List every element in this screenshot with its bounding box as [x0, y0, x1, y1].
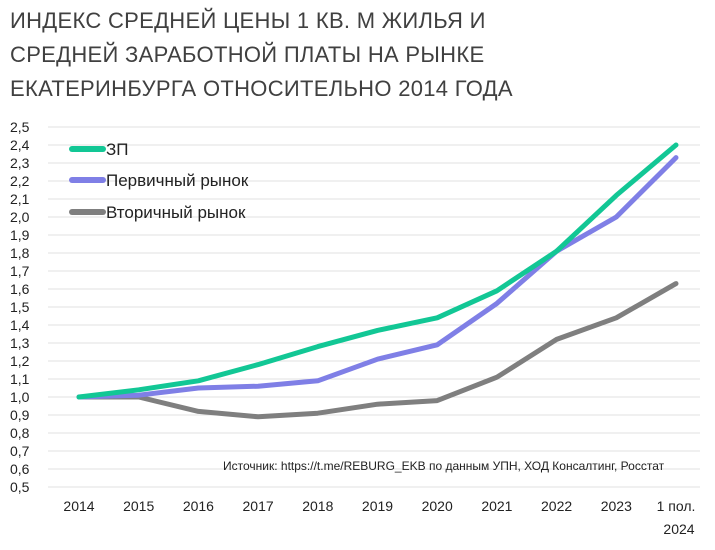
y-tick-label: 2,1 [10, 191, 30, 207]
x-tick-label-line: 2023 [601, 498, 632, 514]
x-tick-label-line: 2024 [663, 521, 694, 537]
chart-title-line-3: ЕКАТЕРИНБУРГА ОТНОСИТЕЛЬНО 2014 ГОДА [10, 76, 513, 101]
series-lines [76, 142, 679, 420]
legend: ЗП Первичный рынок Вторичный рынок [69, 140, 249, 222]
chart-title-line-2: СРЕДНЕЙ ЗАРАБОТНОЙ ПЛАТЫ НА РЫНКЕ [10, 42, 485, 67]
y-tick-label: 1,0 [10, 389, 30, 405]
x-tick-label: 2014 [63, 498, 94, 514]
y-tick-label: 1,4 [10, 317, 30, 333]
x-tick-label: 2020 [422, 498, 453, 514]
y-tick-label: 2,3 [10, 155, 30, 171]
y-tick-label: 1,9 [10, 227, 30, 243]
legend-label: Первичный рынок [106, 171, 249, 190]
x-axis: 2014 2015 2016 2017 2018 2019 2020 2021 2022 2023… [63, 498, 695, 537]
series-line [76, 155, 679, 400]
y-tick-label: 0,7 [10, 443, 30, 459]
y-tick-label: 2,0 [10, 209, 30, 225]
y-tick-label: 2,4 [10, 137, 30, 153]
x-tick-label: 2015 [123, 498, 154, 514]
chart-title-line-1: ИНДЕКС СРЕДНЕЙ ЦЕНЫ 1 КВ. М ЖИЛЬЯ И [10, 8, 486, 33]
y-axis: 0,5 0,6 0,7 0,8 0,9 1,0 1,1 1,2 1,3 1,4 1,5 1,6 1,7 1… [10, 119, 30, 495]
y-tick-label: 2,5 [10, 119, 30, 135]
y-tick-label: 0,9 [10, 407, 30, 423]
y-tick-label: 1,2 [10, 353, 30, 369]
legend-label: ЗП [106, 140, 129, 159]
x-tick-label: 2023 [601, 498, 632, 514]
x-tick-label-line: 2016 [183, 498, 214, 514]
x-tick-label: 2017 [243, 498, 274, 514]
y-tick-label: 1,6 [10, 281, 30, 297]
y-tick-label: 1,8 [10, 245, 30, 261]
x-tick-label: 2019 [362, 498, 393, 514]
x-tick-label-line: 2017 [243, 498, 274, 514]
source-note: Источник: https://t.me/REBURG_EKB по дан… [223, 459, 665, 473]
y-tick-label: 2,2 [10, 173, 30, 189]
x-tick-label-line: 2020 [422, 498, 453, 514]
chart-title: ИНДЕКС СРЕДНЕЙ ЦЕНЫ 1 КВ. М ЖИЛЬЯ И СРЕД… [10, 4, 710, 106]
legend-label: Вторичный рынок [106, 203, 246, 222]
x-tick-label-line: 1 пол. [657, 498, 696, 514]
x-tick-label-line: 2022 [541, 498, 572, 514]
series-line [76, 281, 679, 420]
y-tick-label: 1,1 [10, 371, 30, 387]
x-tick-label-line: 2015 [123, 498, 154, 514]
x-tick-label: 2022 [541, 498, 572, 514]
y-tick-label: 0,8 [10, 425, 30, 441]
y-tick-label: 1,7 [10, 263, 30, 279]
x-tick-label: 1 пол. 2024 [657, 498, 696, 537]
y-tick-label: 0,6 [10, 461, 30, 477]
y-tick-label: 1,5 [10, 299, 30, 315]
y-tick-label: 1,3 [10, 335, 30, 351]
x-tick-label: 2016 [183, 498, 214, 514]
series-line [76, 142, 679, 400]
y-tick-label: 0,5 [10, 479, 30, 495]
x-tick-label-line: 2014 [63, 498, 94, 514]
x-tick-label-line: 2018 [302, 498, 333, 514]
x-tick-label-line: 2019 [362, 498, 393, 514]
grid-lines [48, 126, 700, 488]
x-tick-label-line: 2021 [481, 498, 512, 514]
x-tick-label: 2018 [302, 498, 333, 514]
x-tick-label: 2021 [481, 498, 512, 514]
